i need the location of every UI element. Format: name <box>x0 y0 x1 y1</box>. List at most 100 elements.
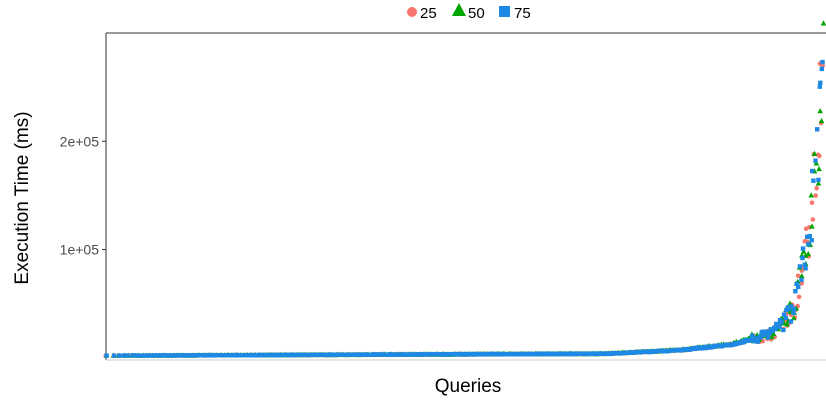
data-point-75 <box>644 349 649 354</box>
data-point-50 <box>818 117 825 124</box>
data-point-75 <box>799 277 804 283</box>
data-point-75 <box>287 352 292 358</box>
data-point-75 <box>731 341 736 347</box>
data-point-75 <box>173 353 179 358</box>
data-point-25 <box>814 186 819 191</box>
data-point-75 <box>581 351 586 357</box>
data-point-75 <box>786 306 791 312</box>
data-point-75 <box>368 352 373 357</box>
data-point-75 <box>750 333 755 338</box>
data-point-75 <box>816 177 821 183</box>
data-point-75 <box>489 351 495 357</box>
data-point-75 <box>779 320 784 325</box>
data-point-75 <box>796 284 801 290</box>
data-point-75 <box>784 307 789 313</box>
data-point-75 <box>518 351 523 357</box>
data-point-50 <box>769 334 775 340</box>
data-point-75 <box>382 352 387 357</box>
data-point-50 <box>808 192 814 198</box>
data-point-75 <box>274 353 279 358</box>
data-point-75 <box>744 338 749 343</box>
data-point-75 <box>270 352 275 358</box>
data-point-75 <box>800 255 805 261</box>
data-point-75 <box>486 351 492 357</box>
data-point-75 <box>604 351 609 356</box>
data-point-75 <box>194 353 200 358</box>
data-point-75 <box>433 352 438 357</box>
data-point-75 <box>245 353 250 358</box>
data-point-75 <box>237 353 243 358</box>
data-point-75 <box>809 238 814 243</box>
data-point-75 <box>261 352 267 358</box>
data-point-75 <box>556 351 561 357</box>
data-point-75 <box>361 352 366 357</box>
legend-label-25: 25 <box>420 5 437 22</box>
data-point-50 <box>811 150 818 156</box>
data-point-75 <box>132 353 138 358</box>
data-point-75 <box>205 353 210 358</box>
data-point-75 <box>819 66 824 72</box>
data-point-75 <box>375 352 380 357</box>
data-point-75 <box>789 304 794 309</box>
data-point-75 <box>203 353 208 358</box>
y-tick-label: 2e+05 <box>60 133 100 149</box>
data-point-75 <box>296 352 301 357</box>
data-point-25 <box>810 217 816 222</box>
data-point-75 <box>758 335 764 340</box>
data-point-75 <box>507 352 512 357</box>
data-point-75 <box>316 352 322 358</box>
data-point-75 <box>800 246 806 251</box>
y-tick-label: 1e+05 <box>60 242 100 258</box>
data-point-75 <box>229 353 234 358</box>
data-point-75 <box>783 315 788 321</box>
data-point-75 <box>401 352 406 357</box>
data-point-75 <box>588 351 594 357</box>
data-point-75 <box>563 351 569 357</box>
data-point-75 <box>322 352 327 358</box>
data-point-75 <box>125 353 130 358</box>
data-point-75 <box>797 264 803 269</box>
data-point-75 <box>150 353 155 358</box>
data-point-75 <box>340 352 345 357</box>
data-point-75 <box>224 353 229 358</box>
data-point-75 <box>767 331 772 336</box>
data-point-25 <box>760 338 766 344</box>
data-point-75 <box>176 353 182 358</box>
data-point-75 <box>794 281 799 286</box>
data-point-75 <box>810 168 815 174</box>
data-point-75 <box>791 310 796 315</box>
data-point-75 <box>813 158 818 163</box>
data-point-25 <box>809 200 815 205</box>
data-points <box>103 20 826 359</box>
data-point-75 <box>208 352 213 358</box>
data-point-75 <box>802 262 807 267</box>
data-point-75 <box>793 289 798 294</box>
legend-label-75: 75 <box>514 5 531 22</box>
data-point-75 <box>404 352 410 357</box>
data-point-75 <box>346 352 351 357</box>
data-point-75 <box>146 353 152 358</box>
data-point-75 <box>709 345 714 350</box>
data-point-75 <box>657 348 662 354</box>
data-point-75 <box>751 338 756 344</box>
data-point-75 <box>159 353 164 358</box>
data-point-75 <box>420 352 425 357</box>
legend-marker-25 <box>407 7 417 17</box>
data-point-25 <box>795 273 801 279</box>
data-point-75 <box>755 339 760 344</box>
data-point-75 <box>576 351 582 356</box>
data-point-75 <box>777 324 782 330</box>
y-ticks: 1e+05 2e+05 <box>60 133 106 258</box>
data-point-25 <box>796 294 802 300</box>
data-point-75 <box>818 80 823 85</box>
data-point-50 <box>816 165 822 172</box>
legend: 25 50 75 <box>407 3 531 22</box>
data-point-75 <box>764 329 769 334</box>
data-point-75 <box>306 352 312 358</box>
data-point-75 <box>137 353 142 358</box>
data-point-75 <box>770 328 775 334</box>
x-axis-title: Queries <box>435 376 502 397</box>
data-point-75 <box>815 127 820 132</box>
data-point-75 <box>162 353 168 358</box>
